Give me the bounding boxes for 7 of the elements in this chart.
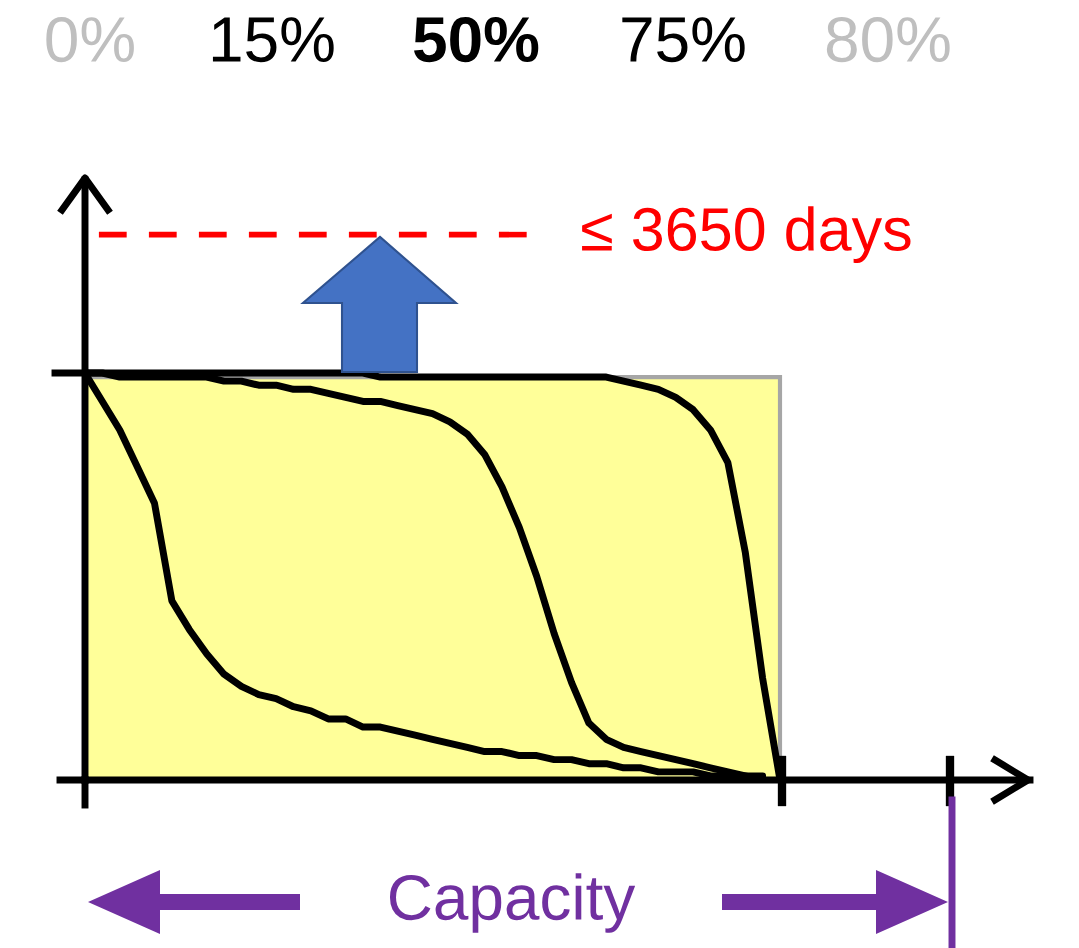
text: 75% bbox=[622, 17, 745, 63]
text: 0% bbox=[46, 16, 134, 63]
text: 80% bbox=[826, 16, 950, 63]
text: 50% bbox=[414, 16, 539, 63]
ref-line-label: ≤ 3650 days bbox=[582, 206, 911, 264]
x-axis-title: Capacity bbox=[389, 873, 636, 933]
text: 15% bbox=[212, 17, 334, 63]
